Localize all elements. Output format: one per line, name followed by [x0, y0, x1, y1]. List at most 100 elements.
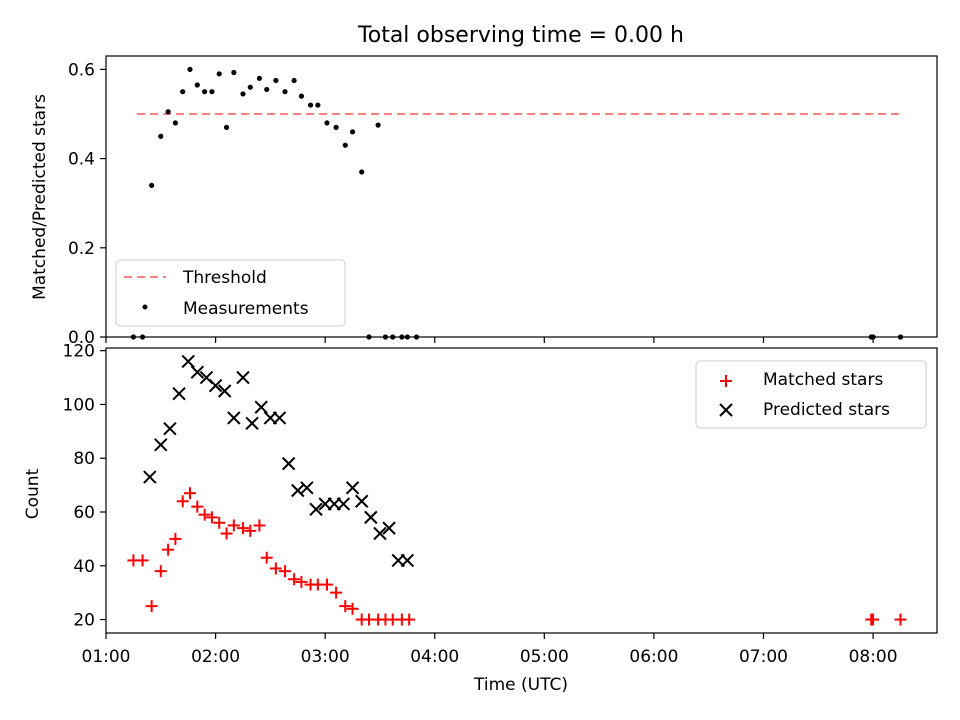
measurement-point: [282, 89, 288, 95]
predicted-star-point: [373, 526, 387, 541]
predicted-star-point: [300, 481, 314, 495]
bottom-y-tick-label: 20: [73, 611, 95, 631]
measurement-point: [256, 75, 263, 81]
legend-matched-swatch: [720, 375, 732, 387]
x-stroke-b: [345, 481, 360, 495]
predicted-star-point: [400, 553, 415, 568]
x-stroke-b: [309, 502, 323, 517]
x-stroke-b: [236, 370, 250, 385]
matched-star-point: [213, 516, 226, 529]
x-stroke-b: [281, 456, 296, 471]
x-stroke-b: [154, 438, 168, 452]
x-stroke-b: [382, 521, 396, 535]
predicted-star-point: [181, 354, 195, 369]
measurement-point: [291, 77, 297, 84]
measurement-point: [359, 169, 365, 175]
predicted-star-point: [172, 387, 186, 401]
predicted-star-point: [245, 416, 259, 430]
matched-star-point: [330, 586, 343, 599]
matched-star-point: [236, 522, 249, 535]
measurement-point: [307, 102, 314, 108]
x-stroke-b: [336, 497, 351, 511]
x-stroke-b: [272, 411, 287, 425]
measurement-point: [273, 77, 279, 84]
matched-star-point: [154, 565, 167, 578]
matched-star-point: [227, 519, 240, 532]
measurement-point: [247, 84, 253, 90]
predicted-star-point: [382, 521, 396, 535]
x-stroke-b: [218, 384, 232, 398]
matched-star-point: [169, 532, 182, 545]
legend-threshold-label: Threshold: [182, 268, 267, 288]
measurement-point: [349, 129, 356, 135]
legend-predicted-swatch: [719, 403, 733, 417]
bottom-ylabel: Count: [23, 468, 43, 519]
x-stroke-b: [227, 411, 241, 425]
matched-star-point: [278, 565, 291, 578]
matched-star-point: [288, 573, 301, 586]
measurement-point: [375, 122, 381, 128]
legend-measurements-swatch: [142, 304, 148, 310]
bottom-x-tick-label: 05:00: [520, 647, 569, 667]
predicted-star-point: [272, 411, 287, 425]
x-stroke-b: [400, 553, 415, 568]
measurement-point: [194, 82, 200, 88]
top-legend: Threshold Measurements: [115, 259, 346, 327]
bottom-y-tick-label: 60: [73, 503, 95, 523]
matched-star-point: [253, 519, 266, 532]
measurement-point: [298, 93, 305, 99]
bottom-legend-box: [695, 360, 927, 429]
x-stroke-b: [300, 481, 314, 495]
measurement-point: [223, 124, 230, 130]
measurement-point: [202, 89, 208, 95]
x-stroke-b: [254, 400, 268, 414]
measurement-point: [240, 91, 246, 97]
measurement-point: [209, 89, 215, 95]
legend-predicted-label: Predicted stars: [763, 400, 890, 420]
measurement-point: [333, 124, 339, 130]
bottom-x-tick-label: 04:00: [410, 647, 459, 667]
bottom-y-tick-label: 40: [73, 557, 95, 577]
measurement-point: [187, 66, 193, 72]
x-stroke-b: [291, 483, 305, 498]
x-stroke-b: [199, 370, 214, 385]
bottom-x-tick-label: 06:00: [629, 647, 678, 667]
matched-star-point: [136, 554, 149, 567]
matched-star-point: [346, 602, 359, 615]
matched-star-point: [403, 613, 416, 626]
top-y-tick-label: 0.0: [68, 328, 95, 348]
top-panel: Matched/Predicted stars 0.0 0.2 0.4 0.6 Thr…: [30, 55, 938, 348]
matched-star-point: [198, 508, 211, 521]
matched-star-point: [184, 487, 197, 500]
bottom-axes-frame: [105, 347, 938, 634]
matched-star-point: [145, 600, 158, 613]
bottom-panel: Count Time (UTC) 01:00 02:00 03:00 04:00 05:…: [23, 342, 938, 695]
x-stroke-b: [354, 494, 369, 508]
bottom-x-tick-label: 02:00: [191, 647, 240, 667]
x-stroke-b: [245, 416, 259, 430]
top-ylabel: Matched/Predicted stars: [30, 94, 50, 300]
predicted-star-point: [291, 483, 305, 498]
matched-star-point: [244, 524, 257, 537]
matched-star-point: [176, 495, 189, 508]
matched-star-point: [295, 575, 308, 588]
predicted-star-point: [254, 400, 268, 414]
bottom-x-tick-label: 01:00: [82, 647, 131, 667]
top-y-tick-label: 0.4: [68, 150, 95, 170]
x-stroke-b: [181, 354, 195, 369]
predicted-star-point: [364, 510, 378, 525]
predicted-star-point: [281, 456, 296, 471]
predicted-star-point: [143, 470, 157, 484]
bottom-plot-area: 01:00 02:00 03:00 04:00 05:00 06:00 07:00 08:00…: [63, 342, 907, 667]
measurement-point: [149, 182, 155, 188]
bottom-y-tick-label: 120: [63, 342, 95, 362]
predicted-star-point: [309, 502, 323, 517]
predicted-star-point: [345, 481, 360, 495]
measurement-point: [315, 102, 321, 108]
top-y-tick-label: 0.2: [68, 239, 95, 259]
bottom-x-tick-label: 08:00: [849, 647, 898, 667]
top-axes-frame: [105, 55, 938, 338]
x-stroke-b: [364, 510, 378, 525]
measurement-point: [180, 89, 186, 95]
